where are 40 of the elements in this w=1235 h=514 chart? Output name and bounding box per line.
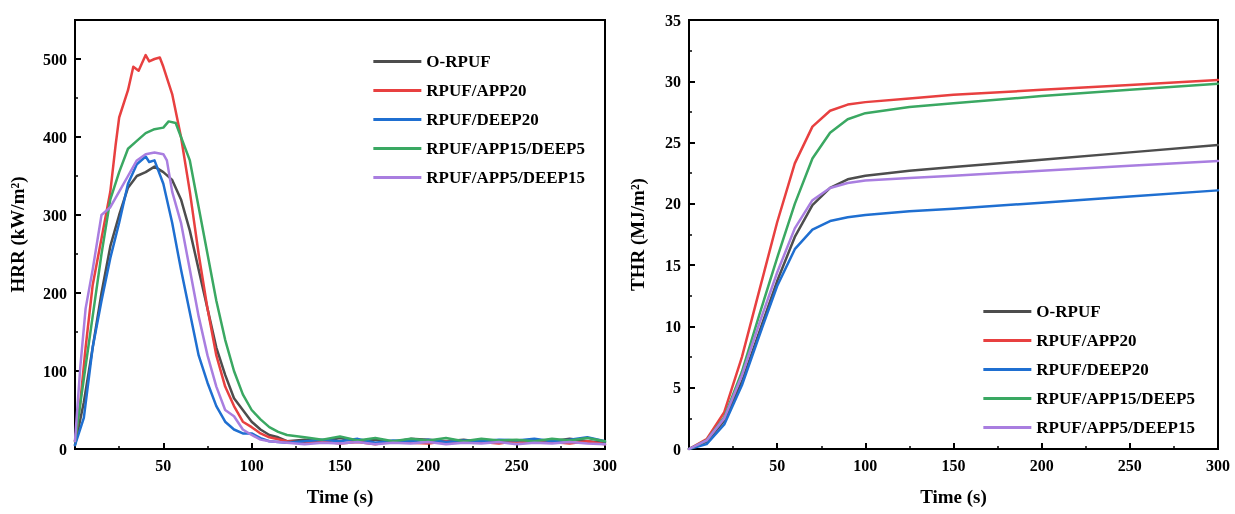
y-tick-label: 500	[43, 50, 67, 68]
legend-label: RPUF/APP15/DEEP5	[426, 139, 585, 158]
x-tick-label: 150	[328, 456, 352, 474]
y-tick-label: 10	[665, 317, 681, 335]
legend-label: RPUF/DEEP20	[1036, 360, 1149, 379]
x-tick-label: 200	[1029, 456, 1054, 474]
y-tick-label: 200	[43, 284, 67, 302]
y-tick-label: 30	[665, 72, 681, 90]
x-tick-label: 50	[155, 456, 172, 474]
x-tick-label: 50	[769, 456, 786, 474]
legend-label: RPUF/DEEP20	[426, 110, 539, 129]
y-tick-label: 400	[43, 128, 67, 146]
y-tick-label: 0	[59, 440, 67, 458]
y-axis-title: HRR (kW/m²)	[7, 176, 29, 293]
x-tick-label: 250	[1117, 456, 1142, 474]
y-tick-label: 0	[673, 440, 681, 458]
x-tick-label: 250	[504, 456, 529, 474]
x-axis-title: Time (s)	[920, 486, 987, 508]
x-tick-label: 100	[239, 456, 264, 474]
legend-label: RPUF/APP20	[1036, 331, 1137, 350]
legend-label: O-RPUF	[1036, 302, 1101, 321]
y-tick-label: 20	[665, 195, 681, 213]
legend-label: RPUF/APP20	[426, 81, 527, 100]
legend-label: RPUF/APP15/DEEP5	[1036, 389, 1195, 408]
y-tick-label: 100	[43, 362, 67, 380]
x-tick-label: 100	[853, 456, 878, 474]
y-tick-label: 15	[665, 256, 681, 274]
legend-label: O-RPUF	[426, 52, 491, 71]
x-tick-label: 200	[416, 456, 441, 474]
x-axis-title: Time (s)	[306, 486, 374, 508]
x-tick-label: 300	[1206, 456, 1230, 474]
y-tick-label: 35	[665, 11, 681, 29]
legend-label: RPUF/APP5/DEEP15	[1036, 418, 1195, 437]
y-tick-label: 300	[43, 206, 67, 224]
y-tick-label: 25	[665, 134, 681, 152]
legend-label: RPUF/APP5/DEEP15	[426, 168, 585, 187]
x-tick-label: 300	[593, 456, 617, 474]
x-tick-label: 150	[941, 456, 966, 474]
y-axis-title: THR (MJ/m²)	[627, 178, 649, 291]
y-tick-label: 5	[673, 379, 681, 397]
